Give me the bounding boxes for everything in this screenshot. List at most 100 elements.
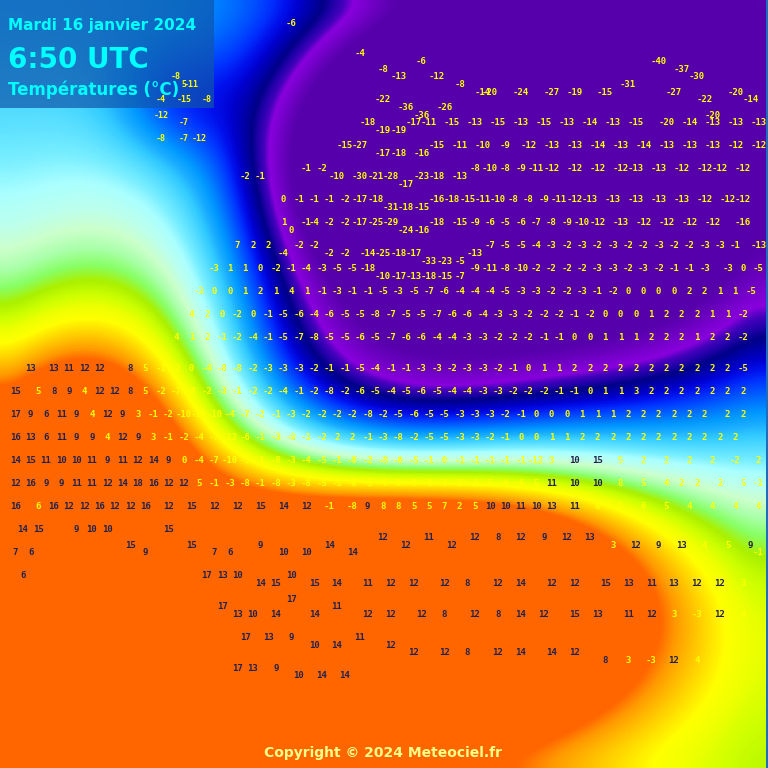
Text: -14: -14 — [635, 141, 651, 151]
Text: 13: 13 — [217, 571, 227, 581]
Text: -6: -6 — [286, 18, 296, 28]
Text: 1: 1 — [243, 264, 248, 273]
Text: 10: 10 — [56, 456, 67, 465]
Text: 5: 5 — [143, 387, 148, 396]
Text: -4: -4 — [462, 387, 472, 396]
Text: 12: 12 — [125, 502, 136, 511]
Text: -5: -5 — [737, 364, 748, 373]
Text: -6: -6 — [324, 310, 335, 319]
Text: -8: -8 — [270, 479, 281, 488]
Text: 8: 8 — [602, 656, 607, 665]
Text: -4: -4 — [446, 387, 457, 396]
Text: -5: -5 — [454, 257, 465, 266]
Text: 10: 10 — [71, 456, 82, 465]
Text: 1: 1 — [594, 410, 600, 419]
Text: 14: 14 — [515, 648, 526, 657]
Text: -15: -15 — [177, 95, 191, 104]
Text: 8: 8 — [51, 387, 56, 396]
Text: 17: 17 — [232, 664, 243, 673]
Text: -3: -3 — [209, 264, 220, 273]
Text: -8: -8 — [286, 433, 296, 442]
Text: -12: -12 — [735, 195, 751, 204]
Text: -5: -5 — [753, 264, 763, 273]
Text: -11: -11 — [551, 195, 567, 204]
Text: 9: 9 — [74, 433, 79, 442]
Text: -1: -1 — [339, 364, 350, 373]
Text: 12: 12 — [362, 610, 373, 619]
Text: 4: 4 — [89, 410, 94, 419]
Text: 1: 1 — [602, 333, 607, 343]
Text: -1: -1 — [684, 264, 695, 273]
Text: -5: -5 — [423, 433, 434, 442]
Text: -8: -8 — [240, 479, 250, 488]
Text: -8: -8 — [500, 164, 511, 174]
Text: 4: 4 — [733, 502, 738, 511]
Text: 9: 9 — [135, 433, 141, 442]
Text: 15: 15 — [25, 456, 36, 465]
Text: -13: -13 — [650, 164, 667, 174]
Text: 15: 15 — [125, 541, 136, 550]
Text: -5: -5 — [370, 333, 381, 343]
Text: -8: -8 — [156, 134, 166, 143]
Text: 14: 14 — [316, 671, 327, 680]
Text: 12: 12 — [492, 579, 503, 588]
Text: -11: -11 — [528, 164, 545, 174]
Text: -13: -13 — [544, 141, 560, 151]
Text: 3: 3 — [633, 387, 638, 396]
Text: 12: 12 — [386, 579, 396, 588]
Text: 0: 0 — [457, 479, 462, 488]
Text: -6: -6 — [355, 333, 366, 343]
Text: -3: -3 — [531, 287, 541, 296]
Text: -2: -2 — [232, 310, 243, 319]
Text: -3: -3 — [485, 410, 495, 419]
Text: -11: -11 — [184, 80, 199, 89]
Text: -8: -8 — [347, 456, 358, 465]
Text: -2: -2 — [232, 333, 243, 343]
Text: -18: -18 — [367, 195, 383, 204]
Text: 9: 9 — [541, 533, 547, 542]
Text: -6: -6 — [515, 218, 526, 227]
Text: 8: 8 — [495, 610, 501, 619]
Text: -3: -3 — [577, 287, 588, 296]
Text: -6: -6 — [393, 456, 404, 465]
Text: -5: -5 — [339, 333, 350, 343]
Text: 5: 5 — [472, 502, 478, 511]
Text: 9: 9 — [28, 410, 33, 419]
Text: -1: -1 — [255, 433, 266, 442]
Text: -26: -26 — [436, 103, 452, 112]
Text: -1: -1 — [263, 310, 273, 319]
Text: 13: 13 — [263, 633, 273, 642]
Text: 2: 2 — [602, 364, 607, 373]
Text: -6: -6 — [240, 433, 250, 442]
Text: -2: -2 — [654, 264, 664, 273]
Text: -1: -1 — [270, 410, 281, 419]
Text: -13: -13 — [727, 118, 743, 127]
Text: 11: 11 — [646, 579, 657, 588]
Text: -18: -18 — [398, 203, 414, 212]
Text: 2: 2 — [702, 433, 707, 442]
Text: -1: -1 — [730, 241, 740, 250]
Text: 13: 13 — [25, 364, 36, 373]
Text: 0: 0 — [534, 433, 539, 442]
Text: -21: -21 — [367, 172, 383, 181]
Text: -2: -2 — [155, 387, 166, 396]
Text: 13: 13 — [247, 664, 258, 673]
Text: -6: -6 — [401, 333, 412, 343]
Text: -5: -5 — [332, 264, 343, 273]
Text: -13: -13 — [674, 195, 690, 204]
Text: 12: 12 — [118, 433, 128, 442]
Text: 12: 12 — [378, 533, 389, 542]
Text: -3: -3 — [316, 264, 327, 273]
Text: -7: -7 — [240, 410, 250, 419]
Text: -3: -3 — [654, 241, 664, 250]
Text: 8: 8 — [465, 579, 470, 588]
Text: -9: -9 — [469, 264, 480, 273]
Text: -10: -10 — [490, 195, 506, 204]
Text: -2: -2 — [546, 287, 557, 296]
Text: 1: 1 — [556, 364, 561, 373]
Text: -15: -15 — [459, 195, 475, 204]
Text: -13: -13 — [390, 72, 406, 81]
Text: 2: 2 — [725, 387, 730, 396]
Text: 11: 11 — [355, 633, 366, 642]
Text: 5: 5 — [534, 479, 539, 488]
